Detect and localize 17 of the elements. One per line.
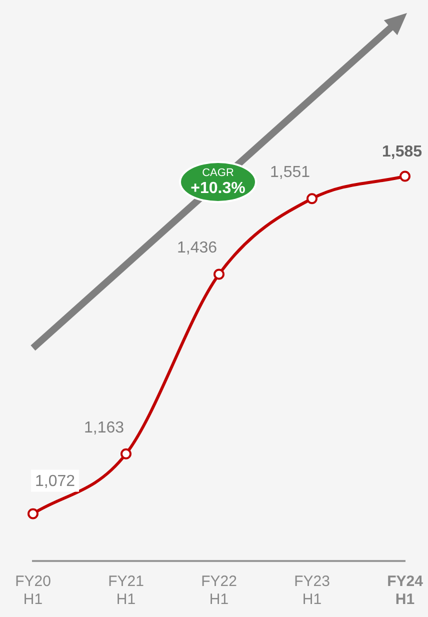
x-tick-label: FY21 H1 <box>108 573 144 608</box>
data-label: 1,551 <box>270 164 310 182</box>
data-label: 1,163 <box>84 419 124 436</box>
data-label: 1,585 <box>382 144 422 161</box>
x-tick-label: FY23 H1 <box>294 573 330 608</box>
point <box>400 170 410 182</box>
x-tick-label: FY22 H1 <box>201 573 237 608</box>
x-tick-label: FY20 H1 <box>15 573 51 608</box>
point <box>214 268 224 280</box>
annotation: +10.3% <box>190 180 246 198</box>
x-tick-label: FY24 H1 <box>387 573 424 608</box>
annotation: CAGR <box>201 167 235 180</box>
data-label: 1,072 <box>34 473 76 490</box>
point <box>28 508 38 520</box>
point <box>120 448 132 460</box>
point <box>306 193 318 204</box>
data-label: 1,436 <box>176 240 218 257</box>
